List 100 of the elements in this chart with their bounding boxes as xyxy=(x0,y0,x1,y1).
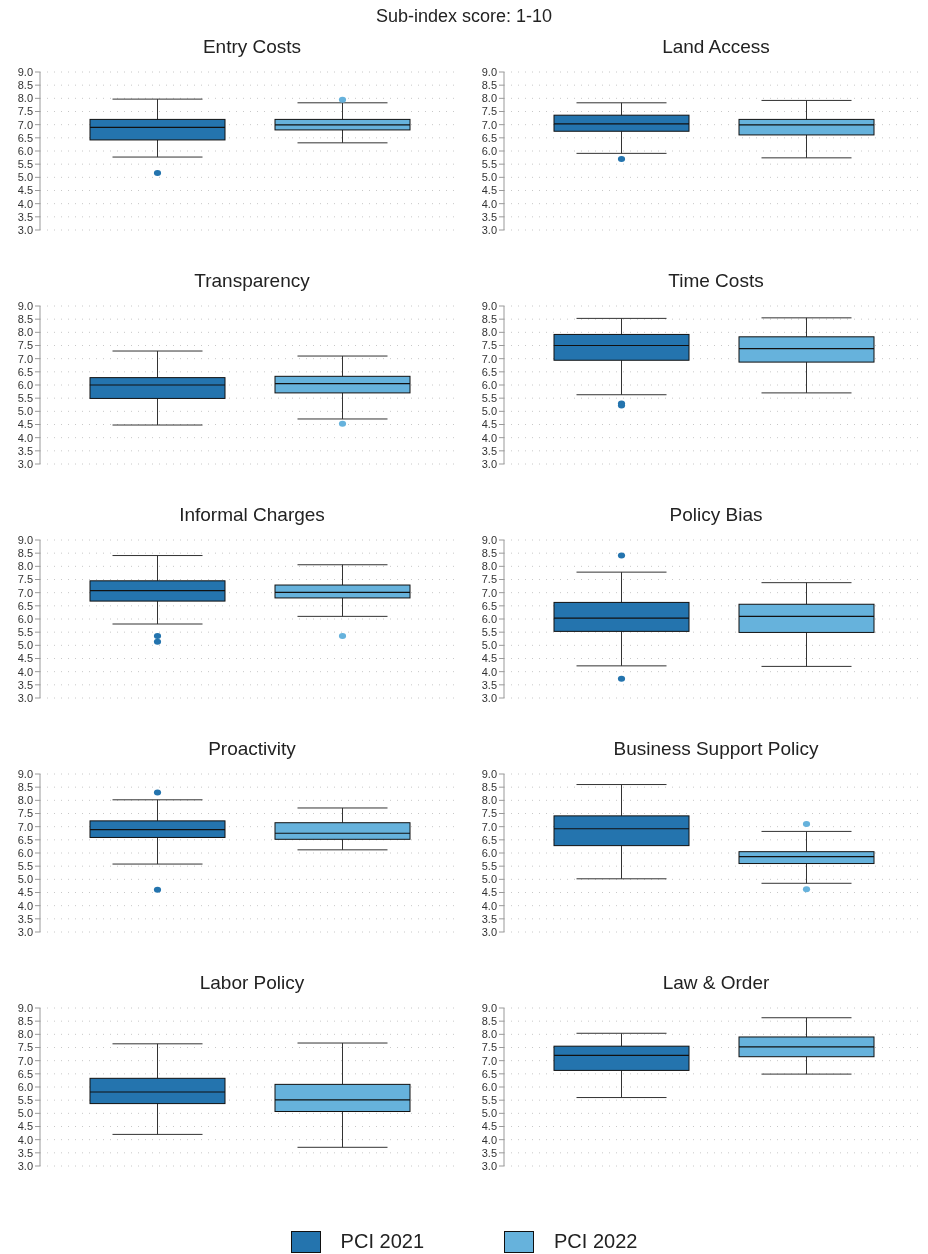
chart-subtitle: Sub-index score: 1-10 xyxy=(374,5,554,28)
y-tick-label: 8.5 xyxy=(17,79,33,92)
y-tick-label: 5.5 xyxy=(481,1094,497,1107)
chart-title: Policy Bias xyxy=(668,503,764,527)
y-tick-label: 5.5 xyxy=(481,392,497,405)
y-tick-label: 5.5 xyxy=(481,158,497,171)
y-tick-label: 5.0 xyxy=(481,873,497,886)
y-tick-label: 5.5 xyxy=(17,392,33,405)
y-tick-label: 5.5 xyxy=(17,1094,33,1107)
y-tick-label: 6.5 xyxy=(17,365,33,378)
y-tick-label: 7.0 xyxy=(481,1054,497,1067)
y-tick-label: 5.0 xyxy=(17,171,33,184)
y-tick-label: 8.5 xyxy=(17,1015,33,1028)
y-tick-label: 3.0 xyxy=(17,223,33,236)
y-tick-label: 6.5 xyxy=(481,599,497,612)
chart-title: Transparency xyxy=(193,269,311,293)
y-tick-label: 6.5 xyxy=(481,131,497,144)
y-tick-label: 8.5 xyxy=(481,1015,497,1028)
y-tick-label: 3.0 xyxy=(481,925,497,938)
chart-title: Proactivity xyxy=(207,737,297,761)
chart-title: Law & Order xyxy=(661,971,771,995)
y-tick-label: 5.0 xyxy=(481,405,497,418)
y-tick-label: 5.0 xyxy=(481,639,497,652)
y-tick-label: 3.0 xyxy=(481,223,497,236)
y-tick-label: 5.5 xyxy=(17,860,33,873)
y-tick-label: 4.5 xyxy=(17,1120,33,1133)
y-tick-label: 8.5 xyxy=(17,313,33,326)
y-tick-label: 7.0 xyxy=(481,586,497,599)
y-tick-label: 4.5 xyxy=(17,652,33,665)
y-tick-label: 3.5 xyxy=(17,210,33,223)
chart-title: Land Access xyxy=(661,35,771,59)
legend-label: PCI 2021 xyxy=(340,1230,424,1253)
y-tick-label: 5.5 xyxy=(17,158,33,171)
y-tick-label: 9.0 xyxy=(17,1001,33,1014)
y-tick-label: 9.0 xyxy=(481,533,497,546)
y-tick-label: 8.5 xyxy=(17,781,33,794)
chart-title: Time Costs xyxy=(667,269,765,293)
y-tick-label: 4.0 xyxy=(481,1133,497,1146)
y-tick-label: 5.5 xyxy=(481,626,497,639)
y-tick-label: 6.0 xyxy=(481,612,497,625)
y-tick-label: 3.5 xyxy=(17,1146,33,1159)
y-tick-label: 6.5 xyxy=(17,833,33,846)
y-tick-label: 9.0 xyxy=(481,299,497,312)
y-tick-label: 7.0 xyxy=(481,820,497,833)
y-tick-label: 7.5 xyxy=(17,1041,33,1054)
y-tick-label: 6.0 xyxy=(17,144,33,157)
y-tick-label: 8.0 xyxy=(17,560,33,573)
y-tick-label: 7.0 xyxy=(481,118,497,131)
y-tick-label: 6.0 xyxy=(17,1080,33,1093)
chart-title: Informal Charges xyxy=(178,503,326,527)
y-tick-label: 7.5 xyxy=(481,573,497,586)
y-tick-label: 8.5 xyxy=(481,79,497,92)
y-tick-label: 4.5 xyxy=(17,886,33,899)
chart-title: Business Support Policy xyxy=(612,737,820,761)
y-tick-label: 4.0 xyxy=(481,431,497,444)
y-tick-label: 8.5 xyxy=(481,547,497,560)
y-tick-label: 6.5 xyxy=(17,131,33,144)
y-tick-label: 4.0 xyxy=(481,665,497,678)
y-tick-label: 4.0 xyxy=(17,197,33,210)
y-tick-label: 3.5 xyxy=(17,678,33,691)
y-tick-label: 7.0 xyxy=(481,352,497,365)
y-tick-label: 9.0 xyxy=(481,1001,497,1014)
y-tick-label: 8.5 xyxy=(17,547,33,560)
chart-title: Entry Costs xyxy=(201,35,303,59)
y-tick-label: 7.0 xyxy=(17,352,33,365)
y-tick-label: 4.5 xyxy=(481,1120,497,1133)
y-tick-label: 7.5 xyxy=(17,339,33,352)
y-tick-label: 9.0 xyxy=(17,65,33,78)
y-tick-label: 3.5 xyxy=(481,1146,497,1159)
y-tick-label: 8.0 xyxy=(17,794,33,807)
legend-label: PCI 2022 xyxy=(554,1230,638,1253)
y-tick-label: 4.5 xyxy=(481,418,497,431)
y-tick-label: 6.5 xyxy=(481,365,497,378)
y-tick-label: 7.5 xyxy=(481,807,497,820)
y-tick-label: 3.0 xyxy=(481,691,497,704)
y-tick-label: 7.5 xyxy=(481,339,497,352)
y-tick-label: 5.0 xyxy=(17,405,33,418)
y-tick-label: 8.0 xyxy=(481,92,497,105)
y-tick-label: 5.0 xyxy=(481,1107,497,1120)
y-tick-label: 3.5 xyxy=(481,678,497,691)
chart-title: Labor Policy xyxy=(198,971,306,995)
y-tick-label: 4.5 xyxy=(481,184,497,197)
y-tick-label: 6.0 xyxy=(481,846,497,859)
y-tick-label: 5.5 xyxy=(17,626,33,639)
y-tick-label: 8.0 xyxy=(17,1028,33,1041)
y-tick-label: 3.5 xyxy=(17,444,33,457)
y-tick-label: 4.0 xyxy=(481,899,497,912)
y-tick-label: 6.0 xyxy=(17,378,33,391)
y-tick-label: 9.0 xyxy=(17,299,33,312)
y-tick-label: 8.0 xyxy=(17,326,33,339)
y-tick-label: 3.0 xyxy=(481,457,497,470)
y-tick-label: 3.0 xyxy=(481,1159,497,1172)
y-tick-label: 9.0 xyxy=(481,65,497,78)
y-tick-label: 3.0 xyxy=(17,457,33,470)
y-tick-label: 4.0 xyxy=(17,665,33,678)
y-tick-label: 9.0 xyxy=(481,767,497,780)
y-tick-label: 6.5 xyxy=(481,1067,497,1080)
y-tick-label: 4.5 xyxy=(17,184,33,197)
y-tick-label: 5.0 xyxy=(17,873,33,886)
y-tick-label: 4.5 xyxy=(481,652,497,665)
